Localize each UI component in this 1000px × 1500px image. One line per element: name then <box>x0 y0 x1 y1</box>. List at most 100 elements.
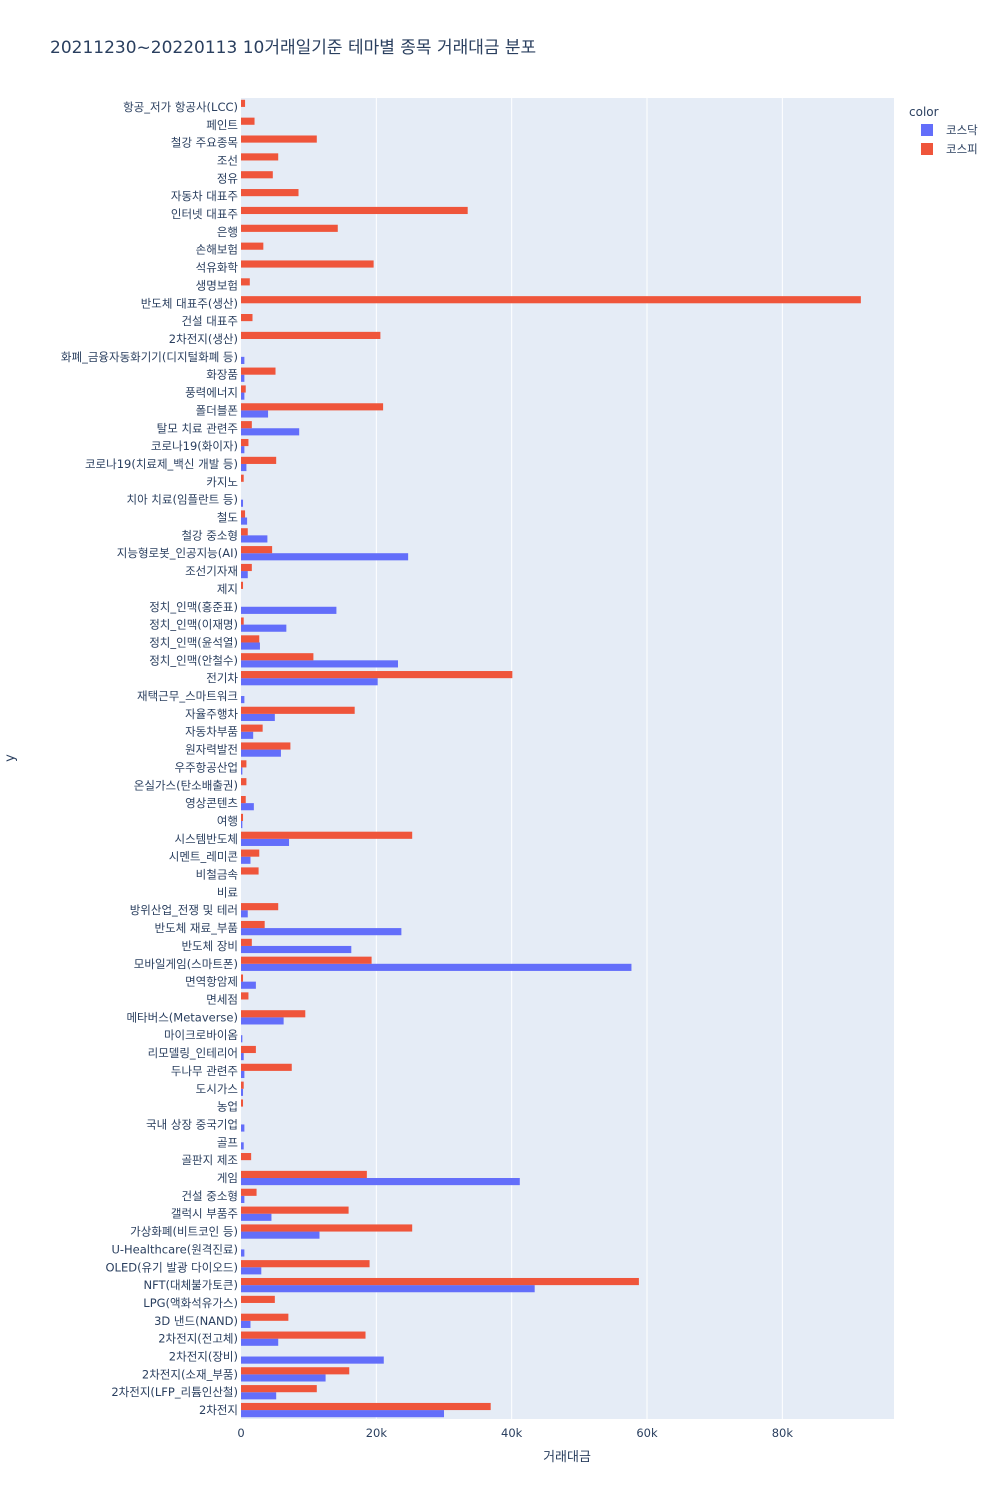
bar <box>241 278 250 286</box>
y-tick-label: 2차전지(생산) <box>169 332 238 346</box>
y-tick-label: 석유화학 <box>196 261 239 275</box>
bar <box>241 314 253 322</box>
bar <box>241 838 290 846</box>
bar <box>241 653 314 661</box>
y-tick-label: 자동차부품 <box>185 725 238 739</box>
bar <box>241 963 632 971</box>
bar <box>241 938 252 946</box>
legend-swatch <box>921 124 933 136</box>
legend-title: color <box>909 105 939 119</box>
y-tick-label: 갤럭시 부품주 <box>171 1207 238 1221</box>
bar <box>241 171 273 179</box>
bar <box>241 696 245 704</box>
bar <box>241 1277 639 1286</box>
bar <box>241 135 317 143</box>
legend-label: 코스닥 <box>946 123 978 137</box>
bar <box>241 956 372 964</box>
bar <box>241 99 246 107</box>
bar <box>241 724 263 732</box>
y-tick-label: 반도체 대표주(생산) <box>141 296 238 310</box>
bar <box>241 331 381 339</box>
y-tick-label: 우주항공산업 <box>175 760 238 774</box>
bar <box>241 1124 245 1132</box>
bar <box>241 617 244 625</box>
bar <box>241 635 260 643</box>
y-tick-label: 은행 <box>217 225 238 239</box>
bar <box>241 1385 317 1393</box>
bar <box>241 974 244 982</box>
y-tick-label: 철강 중소형 <box>181 528 238 542</box>
bar <box>241 624 287 632</box>
y-tick-label: 정유 <box>217 171 238 185</box>
bar <box>241 778 247 786</box>
y-tick-label: 골판지 제조 <box>181 1153 238 1167</box>
bar <box>241 189 299 197</box>
y-tick-label: 정치_인맥(윤석열) <box>149 635 238 649</box>
bar <box>241 296 861 304</box>
bar <box>241 1070 245 1079</box>
bar <box>241 1224 413 1232</box>
bar <box>241 1392 277 1400</box>
bar <box>241 510 246 518</box>
bar <box>241 1231 320 1239</box>
bar <box>241 117 255 125</box>
bar <box>241 903 279 911</box>
y-tick-label: 원자력발전 <box>185 743 238 757</box>
y-tick-label: 인터넷 대표주 <box>171 207 238 221</box>
bar <box>241 1063 292 1071</box>
y-tick-label: 2차전지(소재_부품) <box>142 1367 238 1381</box>
bar <box>241 1260 370 1268</box>
bar <box>241 831 413 839</box>
y-tick-label: 3D 낸드(NAND) <box>154 1314 238 1328</box>
bar <box>241 1081 244 1089</box>
bar <box>241 795 246 804</box>
bar <box>241 1017 284 1025</box>
bar <box>241 463 247 472</box>
y-tick-label: 철도 <box>217 511 238 525</box>
y-tick-label: 모바일게임(스마트폰) <box>134 957 238 971</box>
bar <box>241 981 256 989</box>
bar <box>241 535 268 543</box>
bar <box>241 1153 252 1161</box>
bars <box>241 99 861 1418</box>
bar <box>241 1213 272 1221</box>
bar <box>241 1035 243 1043</box>
bar <box>241 421 252 429</box>
y-tick-label: 탈모 치료 관련주 <box>157 421 238 435</box>
bar <box>241 1338 279 1346</box>
bar <box>241 1410 445 1418</box>
bar <box>241 1178 520 1186</box>
y-tick-label: NFT(대체불가토큰) <box>144 1278 239 1292</box>
y-tick-label: 2차전지(장비) <box>169 1350 238 1364</box>
y-tick-label: 풍력에너지 <box>185 386 238 400</box>
y-tick-label: 농업 <box>217 1100 238 1114</box>
bar <box>241 992 249 1000</box>
y-tick-label: 도시가스 <box>196 1082 238 1096</box>
bar <box>241 1010 306 1018</box>
bar <box>241 678 378 686</box>
y-tick-label: 자동차 대표주 <box>171 189 238 203</box>
bar <box>241 474 244 482</box>
bar <box>241 392 245 400</box>
y-tick-label: 면세점 <box>206 992 238 1006</box>
bar <box>241 1331 366 1339</box>
bar <box>241 928 402 936</box>
y-tick-label: 영상콘텐츠 <box>185 796 238 810</box>
bar <box>241 356 245 364</box>
x-tick-label: 20k <box>366 1426 388 1440</box>
bar <box>241 571 248 579</box>
bar <box>241 1313 289 1321</box>
bar <box>241 206 468 215</box>
bar <box>241 749 281 757</box>
bar <box>241 1195 245 1203</box>
bar <box>241 856 251 864</box>
bar <box>241 1053 244 1061</box>
y-tick-label: 방위산업_전쟁 및 테러 <box>130 903 238 917</box>
bar <box>241 374 245 382</box>
y-tick-label: 비료 <box>217 885 238 899</box>
y-tick-label: 정치_인맥(홍준표) <box>149 600 238 614</box>
bar <box>241 606 337 614</box>
y-tick-label: LPG(액화석유가스) <box>143 1296 238 1310</box>
